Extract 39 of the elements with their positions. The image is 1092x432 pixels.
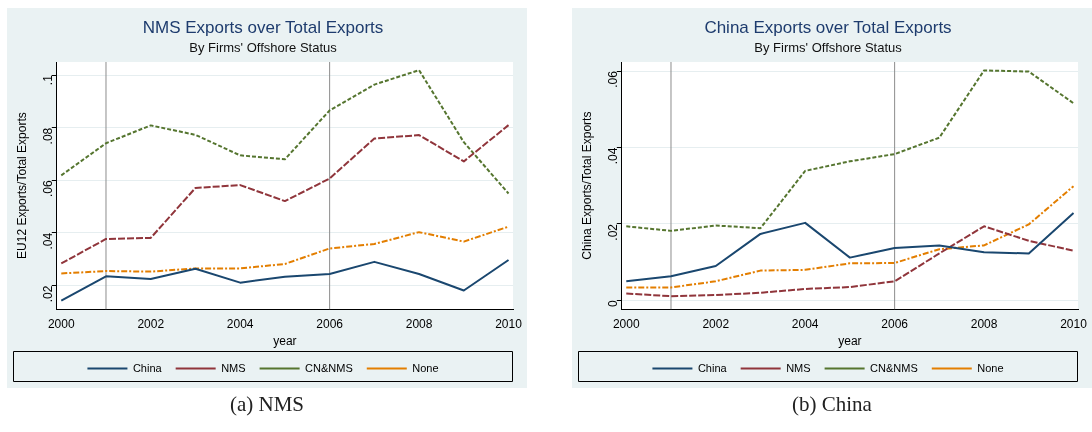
- x-tick-label: 2004: [791, 316, 819, 331]
- y-tick-label: .04: [41, 232, 56, 250]
- legend-label: CN&NMS: [305, 361, 353, 374]
- chart-subtitle: By Firms' Offshore Status: [754, 39, 903, 55]
- y-tick-label: .02: [606, 223, 621, 241]
- legend-label: China: [697, 361, 728, 374]
- y-tick-label: .04: [606, 147, 621, 165]
- chart-title: NMS Exports over Total Exports: [142, 17, 384, 37]
- legend-label: None: [412, 361, 439, 374]
- x-tick-label: 2002: [137, 316, 165, 331]
- x-axis-title: year: [273, 334, 297, 349]
- legend-label: China: [132, 361, 163, 374]
- x-tick-label: 2000: [612, 316, 640, 331]
- x-tick-label: 2002: [702, 316, 730, 331]
- y-tick-label: .1: [41, 74, 56, 86]
- x-tick-label: 2006: [881, 316, 909, 331]
- x-tick-label: 2004: [226, 316, 254, 331]
- y-tick-label: .06: [606, 70, 621, 88]
- x-tick-label: 2006: [316, 316, 344, 331]
- y-tick-label: .08: [41, 127, 56, 145]
- y-tick-label: .06: [41, 180, 56, 198]
- chart-subtitle: By Firms' Offshore Status: [189, 39, 338, 55]
- y-axis-title: China Exports/Total Exports: [579, 111, 594, 260]
- x-tick-label: 2008: [970, 316, 998, 331]
- x-tick-label: 2010: [495, 316, 523, 331]
- y-tick-label: .02: [41, 285, 56, 303]
- text: (a) NMS: [228, 392, 306, 417]
- chart-title: China Exports over Total Exports: [704, 17, 952, 37]
- legend-label: CN&NMS: [870, 361, 918, 374]
- x-axis-title: year: [838, 334, 862, 349]
- x-tick-label: 2000: [47, 316, 75, 331]
- legend-label: None: [977, 361, 1004, 374]
- y-axis-title: EU12 Exports/Total Exports: [14, 112, 29, 259]
- legend-label: NMS: [786, 361, 811, 374]
- x-tick-label: 2008: [405, 316, 433, 331]
- text: (b) China: [791, 392, 873, 417]
- y-tick-label: 0: [606, 300, 621, 308]
- x-tick-label: 2010: [1060, 316, 1088, 331]
- legend-label: NMS: [221, 361, 246, 374]
